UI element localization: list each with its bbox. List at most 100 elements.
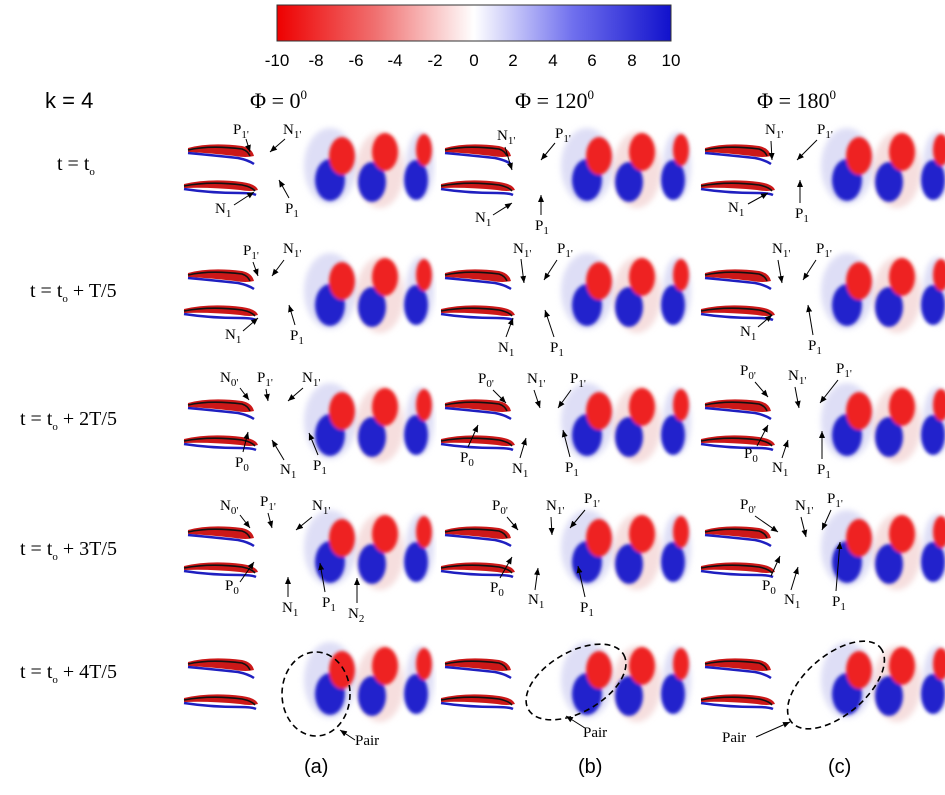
label-N1: N1 xyxy=(740,324,756,343)
label-N1: N1 xyxy=(772,460,788,479)
label-P1p: P1' xyxy=(816,241,832,260)
label-N1: N1 xyxy=(784,592,800,611)
label-N1p: N1' xyxy=(795,498,813,517)
panel-a-row5 xyxy=(180,632,434,732)
label-P1p: P1' xyxy=(260,494,276,513)
label-P1: P1 xyxy=(285,201,299,220)
label-P1: P1 xyxy=(322,595,336,614)
label-pair: Pair xyxy=(355,733,379,749)
label-P1: P1 xyxy=(535,218,549,237)
panel-c-row4 xyxy=(697,500,945,600)
label-P0p: P0' xyxy=(492,498,508,517)
label-P1: P1 xyxy=(313,458,327,477)
label-P0: P0 xyxy=(762,578,776,597)
panel-c-row2 xyxy=(697,243,945,343)
label-N1: N1 xyxy=(512,461,528,480)
label-N1p: N1' xyxy=(497,128,515,147)
label-P1p: P1' xyxy=(233,122,249,141)
label-N1: N1 xyxy=(225,327,241,346)
label-P1: P1 xyxy=(795,206,809,225)
label-P1p: P1' xyxy=(243,243,259,262)
panel-b-row3 xyxy=(437,373,691,473)
panel-b-row2 xyxy=(437,243,691,343)
label-N1p: N1' xyxy=(302,370,320,389)
colorbar-ticks: -10 -8 -6 -4 -2 0 2 4 6 8 10 xyxy=(265,51,681,70)
label-N1p: N1' xyxy=(772,241,790,260)
pair-ellipse xyxy=(281,651,351,737)
svg-text:Φ = 00: Φ = 00 xyxy=(250,87,307,113)
colorbar-tick: 2 xyxy=(508,51,517,70)
label-P1: P1 xyxy=(808,338,822,357)
label-N1: N1 xyxy=(475,210,491,229)
label-N1: N1 xyxy=(282,600,298,619)
panel-letter-b: (b) xyxy=(578,756,602,778)
row-label-2: t = to + T/5 xyxy=(30,280,117,305)
k-label: k = 4 xyxy=(45,88,93,113)
label-P1p: P1' xyxy=(827,491,843,510)
label-N1: N1 xyxy=(728,200,744,219)
panel-a-row4 xyxy=(180,500,434,600)
row-label-3: t = to + 2T/5 xyxy=(20,408,117,433)
label-N2: N2 xyxy=(348,606,364,625)
label-P1: P1 xyxy=(817,462,831,481)
pair-ellipse xyxy=(786,640,886,730)
colorbar-tick: -2 xyxy=(427,51,442,70)
colorbar-tick: 6 xyxy=(587,51,596,70)
label-N1p: N1' xyxy=(283,122,301,141)
label-P1p: P1' xyxy=(570,371,586,390)
label-N1: N1 xyxy=(498,340,514,359)
label-P1: P1 xyxy=(832,594,846,613)
colorbar-tick: -8 xyxy=(308,51,323,70)
label-N1p: N1' xyxy=(788,368,806,387)
label-pair: Pair xyxy=(722,730,746,746)
colorbar-tick: 8 xyxy=(627,51,636,70)
panel-letter-a: (a) xyxy=(304,756,328,778)
label-N1: N1 xyxy=(215,201,231,220)
colorbar-tick: 10 xyxy=(662,51,681,70)
panel-c-row5 xyxy=(697,632,945,732)
label-N1p: N1' xyxy=(312,498,330,517)
label-P1: P1 xyxy=(580,600,594,619)
label-N0p: N0' xyxy=(220,370,238,389)
pair-ellipse xyxy=(525,643,627,721)
colorbar-tick: -10 xyxy=(265,51,290,70)
label-P0p: P0' xyxy=(740,497,756,516)
label-N1p: N1' xyxy=(765,122,783,141)
svg-text:Φ = 1200: Φ = 1200 xyxy=(515,87,594,113)
label-N0p: N0' xyxy=(220,498,238,517)
label-P1p: P1' xyxy=(836,361,852,380)
label-P0: P0 xyxy=(235,455,249,474)
label-P1p: P1' xyxy=(257,370,273,389)
row-label-1: t = to xyxy=(57,153,95,178)
label-P0: P0 xyxy=(460,450,474,469)
label-P1p: P1' xyxy=(584,491,600,510)
label-P1p: P1' xyxy=(555,126,571,145)
label-P1p: P1' xyxy=(557,241,573,260)
colorbar-tick: -6 xyxy=(348,51,363,70)
label-P1: P1 xyxy=(550,340,564,359)
column-header-c: Φ = 1800 xyxy=(757,87,836,113)
panel-a-row3 xyxy=(180,373,434,473)
panel-c-row3 xyxy=(697,373,945,473)
label-N1: N1 xyxy=(528,592,544,611)
row-label-5: t = to + 4T/5 xyxy=(20,661,117,686)
label-N1p: N1' xyxy=(527,371,545,390)
column-header-b: Φ = 1200 xyxy=(515,87,594,113)
label-P1p: P1' xyxy=(817,122,833,141)
label-P1: P1 xyxy=(565,460,579,479)
label-P1: P1 xyxy=(290,328,304,347)
row-label-4: t = to + 3T/5 xyxy=(20,538,117,563)
label-N1: N1 xyxy=(280,462,296,481)
label-P0: P0 xyxy=(225,578,239,597)
label-P0: P0 xyxy=(744,446,758,465)
label-P0p: P0' xyxy=(740,363,756,382)
label-N1p: N1' xyxy=(546,498,564,517)
colorbar-tick: -4 xyxy=(387,51,402,70)
colorbar xyxy=(276,4,672,42)
svg-text:Φ = 1800: Φ = 1800 xyxy=(757,87,836,113)
label-P0p: P0' xyxy=(478,371,494,390)
column-header-a: Φ = 00 xyxy=(250,87,307,113)
colorbar-tick: 0 xyxy=(469,51,478,70)
label-N1p: N1' xyxy=(513,241,531,260)
